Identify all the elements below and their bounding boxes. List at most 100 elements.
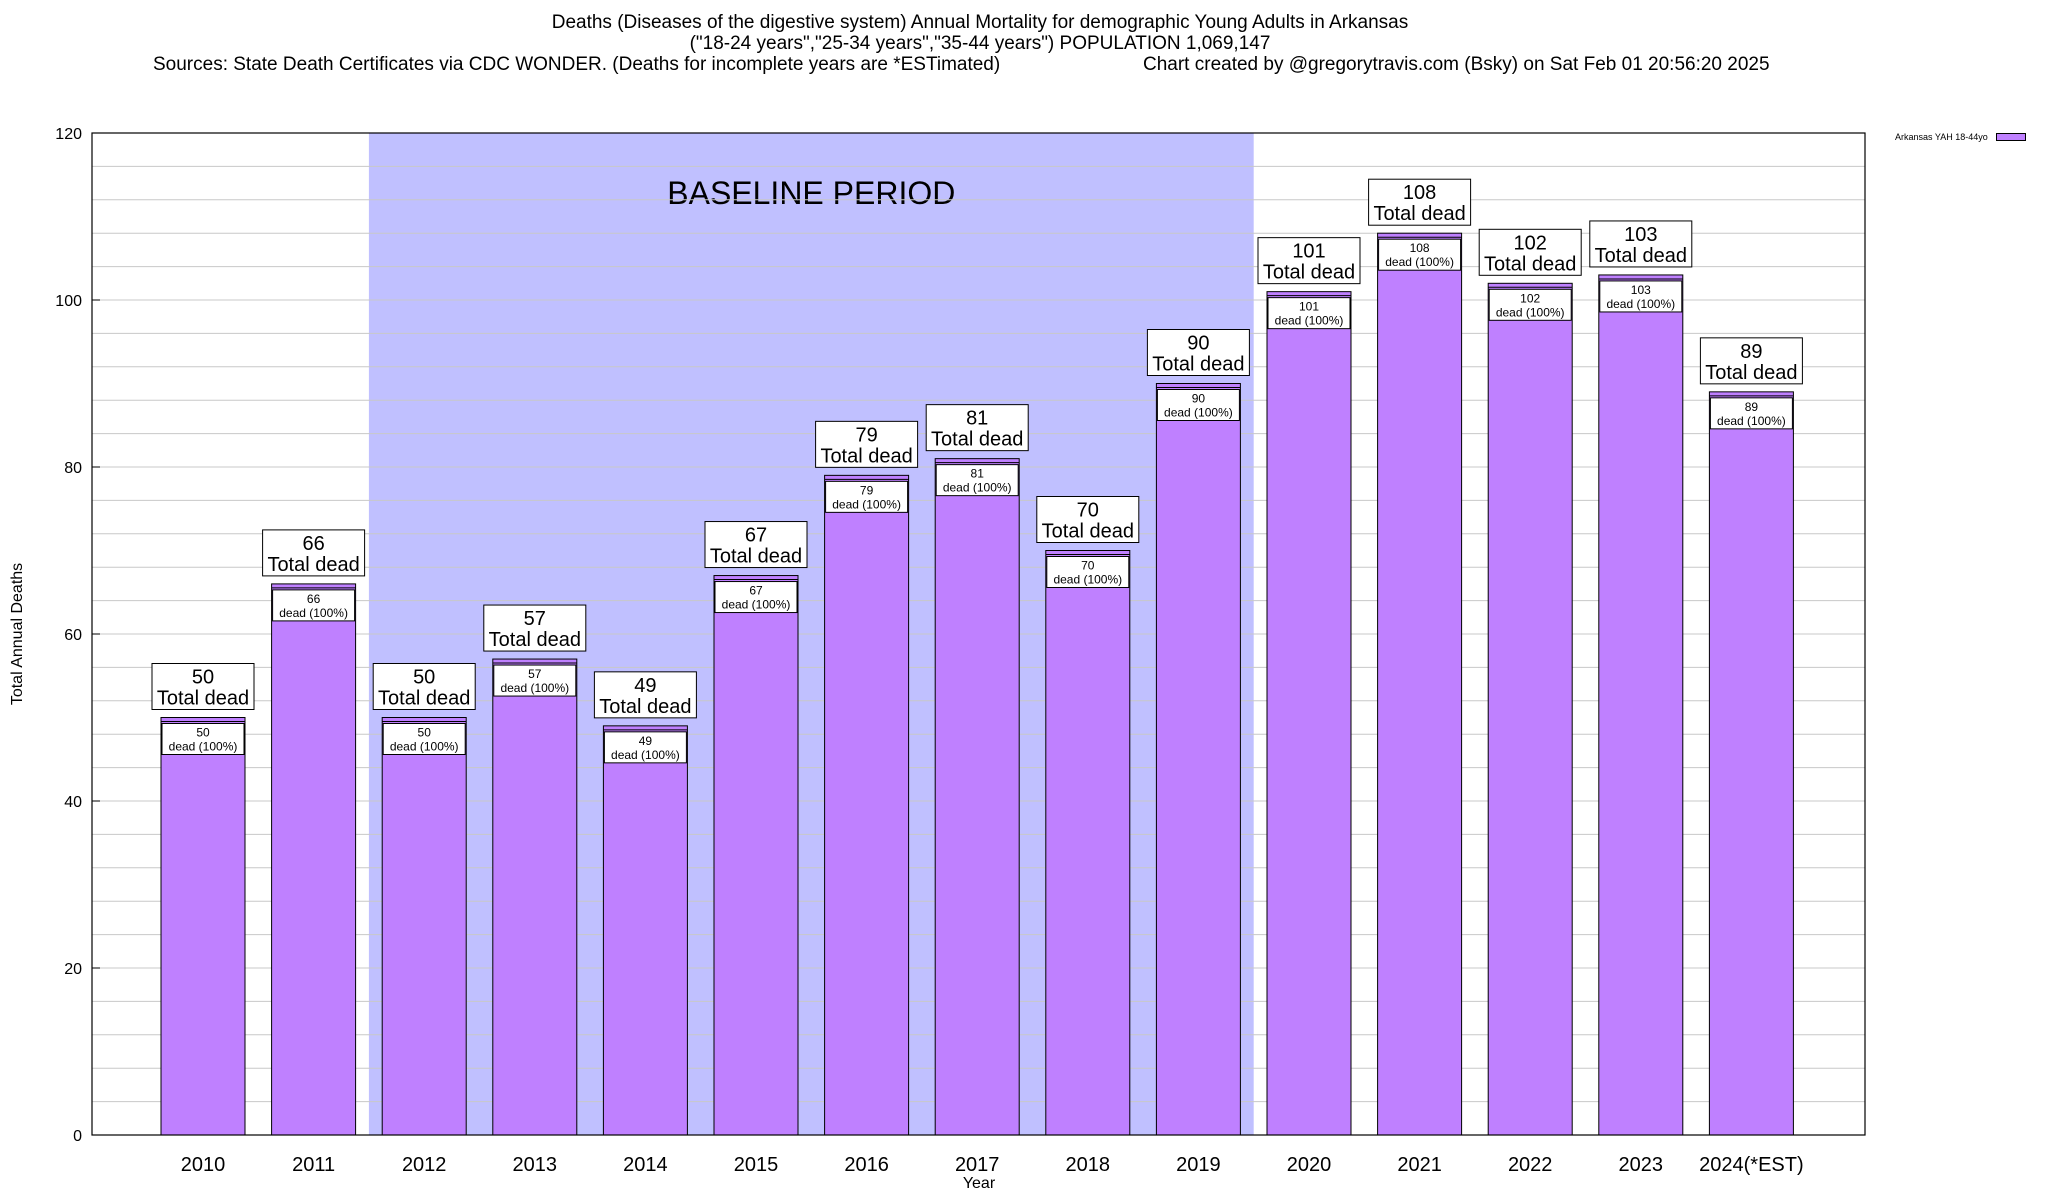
- x-tick-label: 2020: [1287, 1154, 1332, 1176]
- inner-label-box: [1709, 397, 1793, 430]
- total-value-label: 102: [1514, 232, 1547, 254]
- x-tick-label: 2012: [402, 1154, 447, 1176]
- total-label-box: [1478, 228, 1582, 276]
- total-value-label: 70: [1077, 500, 1099, 522]
- inner-value-label: 50: [418, 726, 432, 740]
- total-value-label: 89: [1740, 341, 1762, 363]
- y-tick-label: 40: [64, 794, 82, 811]
- inner-value-label: 90: [1192, 392, 1206, 406]
- inner-label-box: [1046, 556, 1130, 588]
- inner-dead-label: dead (100%): [1717, 414, 1786, 428]
- plot-frame: [91, 132, 1866, 1136]
- bar: [1708, 391, 1794, 1136]
- total-label-box: [1036, 496, 1140, 543]
- total-value-label: 50: [192, 667, 214, 689]
- inner-dead-label: dead (100%): [943, 481, 1012, 495]
- total-value-label: 66: [302, 533, 324, 555]
- inner-value-label: 67: [749, 584, 763, 598]
- bar: [1598, 274, 1684, 1136]
- bar: [492, 658, 578, 1136]
- total-dead-label: Total dead: [157, 688, 249, 710]
- total-value-label: 101: [1292, 241, 1325, 263]
- x-tick-label: 2015: [734, 1154, 779, 1176]
- total-label-box: [704, 521, 808, 569]
- inner-dead-label: dead (100%): [390, 740, 459, 754]
- total-dead-label: Total dead: [1042, 521, 1134, 543]
- total-value-label: 103: [1624, 224, 1657, 246]
- total-label-box: [262, 529, 366, 577]
- y-axis-label: Total Annual Deaths: [9, 563, 26, 705]
- bar: [1155, 383, 1241, 1136]
- total-dead-label: Total dead: [599, 696, 691, 718]
- total-value-label: 90: [1187, 333, 1209, 355]
- bar: [824, 474, 910, 1136]
- y-tick-label: 60: [64, 627, 82, 644]
- bar: [713, 575, 799, 1136]
- inner-dead-label: dead (100%): [1275, 314, 1344, 328]
- bar: [160, 717, 246, 1136]
- total-label-box: [1368, 178, 1472, 226]
- inner-value-label: 103: [1631, 283, 1651, 297]
- total-dead-label: Total dead: [820, 445, 912, 467]
- total-label-box: [483, 604, 587, 652]
- legend-label: Arkansas YAH 18-44yo: [1895, 132, 1988, 142]
- x-axis-label: Year: [963, 1175, 996, 1192]
- inner-label-box: [935, 464, 1019, 497]
- inner-label-box: [1599, 280, 1683, 313]
- total-label-box: [593, 671, 697, 719]
- x-tick-label: 2017: [955, 1154, 1000, 1176]
- total-value-label: 81: [966, 408, 988, 430]
- inner-value-label: 89: [1745, 400, 1759, 414]
- baseline-label: BASELINE PERIOD: [667, 175, 955, 211]
- y-tick-label: 0: [73, 1128, 82, 1145]
- x-tick-label: 2022: [1508, 1154, 1553, 1176]
- total-label-box: [1699, 337, 1803, 385]
- inner-value-label: 108: [1410, 241, 1430, 255]
- inner-label-box: [161, 723, 245, 755]
- bar: [1045, 550, 1131, 1136]
- bar: [381, 717, 467, 1136]
- inner-value-label: 79: [860, 483, 874, 497]
- total-label-box: [372, 663, 476, 710]
- total-label-box: [151, 663, 255, 710]
- inner-value-label: 102: [1520, 291, 1540, 305]
- y-tick-label: 20: [64, 961, 82, 978]
- chart-subtitle: ("18-24 years","25-34 years","35-44 year…: [689, 33, 1271, 54]
- total-dead-label: Total dead: [1705, 362, 1797, 384]
- inner-dead-label: dead (100%): [169, 740, 238, 754]
- legend: Arkansas YAH 18-44yo: [1895, 132, 2026, 142]
- chart-sources: Sources: State Death Certificates via CD…: [153, 54, 1001, 75]
- inner-value-label: 50: [196, 726, 210, 740]
- total-dead-label: Total dead: [931, 429, 1023, 451]
- inner-label-box: [382, 723, 466, 755]
- bar: [1487, 282, 1573, 1136]
- total-value-label: 49: [634, 675, 656, 697]
- y-tick-label: 80: [64, 460, 82, 477]
- inner-dead-label: dead (100%): [722, 598, 791, 612]
- inner-label-box: [825, 480, 909, 513]
- chart-title: Deaths (Diseases of the digestive system…: [551, 12, 1409, 33]
- total-dead-label: Total dead: [489, 629, 581, 651]
- x-tick-label: 2013: [513, 1154, 558, 1176]
- total-value-label: 79: [855, 424, 877, 446]
- bar: [602, 725, 688, 1136]
- inner-label-box: [1378, 238, 1462, 271]
- x-tick-label: 2014: [623, 1154, 668, 1176]
- inner-label-box: [1156, 389, 1240, 421]
- inner-dead-label: dead (100%): [1164, 406, 1233, 420]
- inner-label-box: [1267, 297, 1351, 330]
- x-tick-label: 2011: [292, 1154, 335, 1176]
- inner-value-label: 70: [1081, 559, 1095, 573]
- inner-value-label: 101: [1299, 300, 1319, 314]
- total-value-label: 108: [1403, 182, 1436, 204]
- bar: [934, 458, 1020, 1136]
- total-label-box: [925, 404, 1029, 452]
- bar: [1266, 291, 1352, 1136]
- y-tick-label: 100: [55, 293, 82, 310]
- inner-dead-label: dead (100%): [1053, 573, 1122, 587]
- total-dead-label: Total dead: [1373, 203, 1465, 225]
- x-tick-label: 2018: [1066, 1154, 1111, 1176]
- x-tick-label: 2023: [1619, 1154, 1664, 1176]
- x-tick-label: 2024(*EST): [1699, 1154, 1804, 1176]
